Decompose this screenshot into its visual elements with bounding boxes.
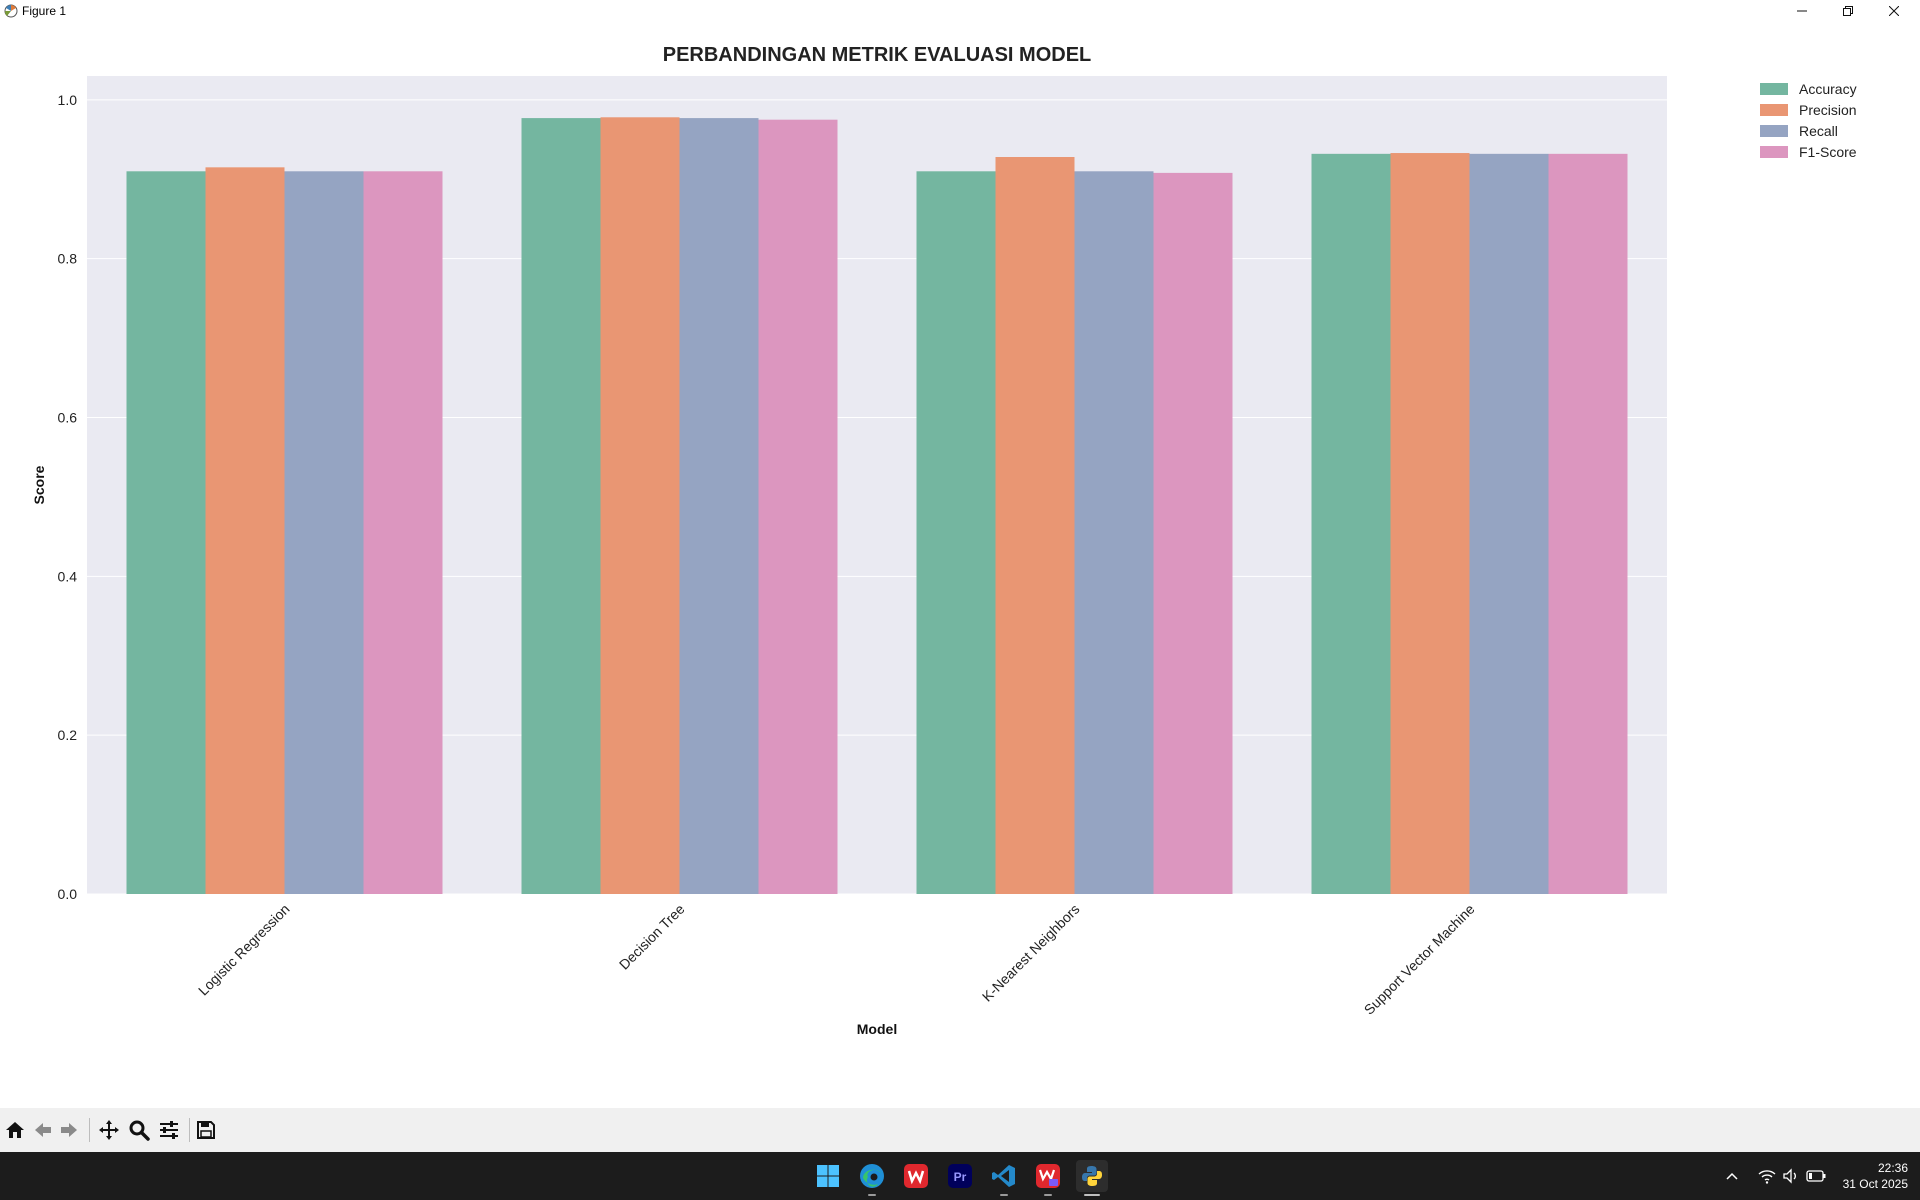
save-icon xyxy=(197,1121,215,1139)
running-indicator xyxy=(868,1194,876,1196)
save-button[interactable] xyxy=(194,1118,218,1142)
legend-label: F1-Score xyxy=(1799,144,1857,160)
taskbar-app-edge[interactable] xyxy=(856,1160,888,1196)
taskbar-app-wps[interactable] xyxy=(900,1160,932,1192)
bar-recall-3 xyxy=(1469,153,1549,895)
wps-pdf-icon xyxy=(1036,1164,1060,1188)
legend-label: Recall xyxy=(1799,123,1838,139)
pan-icon xyxy=(99,1120,119,1140)
legend-label: Precision xyxy=(1799,102,1857,118)
chart-title: PERBANDINGAN METRIK EVALUASI MODEL xyxy=(663,44,1092,66)
clock-date: 31 Oct 2025 xyxy=(1842,1177,1908,1191)
x-tick-label: Logistic Regression xyxy=(195,901,293,999)
zoom-button[interactable] xyxy=(127,1118,151,1142)
bar-accuracy-0 xyxy=(126,171,206,894)
bar-precision-3 xyxy=(1390,153,1470,894)
clock-time: 22:36 xyxy=(1877,1161,1908,1175)
y-tick-label: 1.0 xyxy=(58,92,78,108)
bar-f1-score-3 xyxy=(1548,153,1628,895)
start-button[interactable] xyxy=(812,1160,844,1192)
taskbar-app-wps-pdf[interactable] xyxy=(1032,1160,1064,1196)
toolbar-separator xyxy=(189,1118,190,1142)
legend-swatch xyxy=(1760,125,1788,137)
close-icon xyxy=(1889,6,1899,16)
battery-icon xyxy=(1806,1170,1826,1182)
toolbar-separator xyxy=(89,1118,90,1142)
bar-accuracy-3 xyxy=(1311,153,1391,895)
minimize-icon xyxy=(1797,10,1807,12)
system-tray-status[interactable] xyxy=(1752,1164,1832,1188)
forward-arrow-icon xyxy=(61,1123,77,1137)
back-button[interactable] xyxy=(31,1118,55,1142)
bar-precision-2 xyxy=(995,157,1075,894)
legend-swatch xyxy=(1760,104,1788,116)
bar-f1-score-0 xyxy=(363,171,443,894)
chart-legend: Accuracy Precision Recall F1-Score xyxy=(1760,81,1857,160)
bar-recall-2 xyxy=(1074,171,1154,894)
windows-taskbar: Pr 22:36 31 Oct 2025 xyxy=(0,1152,1920,1200)
python-icon xyxy=(1082,1166,1102,1186)
restore-icon xyxy=(1843,6,1853,16)
wifi-icon xyxy=(1758,1170,1776,1184)
bar-precision-1 xyxy=(600,117,680,894)
legend-label: Accuracy xyxy=(1799,81,1857,97)
y-tick-label: 0.6 xyxy=(58,409,78,425)
back-arrow-icon xyxy=(35,1123,51,1137)
volume-icon xyxy=(1783,1168,1796,1184)
configure-subplots-icon xyxy=(160,1121,178,1139)
vscode-icon xyxy=(992,1165,1015,1187)
taskbar-clock[interactable]: 22:36 31 Oct 2025 xyxy=(1818,1160,1908,1192)
close-button[interactable] xyxy=(1872,0,1916,22)
bar-accuracy-2 xyxy=(916,171,996,894)
bar-recall-0 xyxy=(284,171,364,894)
window-title: Figure 1 xyxy=(22,4,67,18)
edge-icon xyxy=(860,1164,884,1188)
legend-swatch xyxy=(1760,83,1788,95)
y-tick-label: 0.4 xyxy=(58,568,78,584)
premiere-pro-icon: Pr xyxy=(948,1164,972,1188)
show-hidden-icons-button[interactable] xyxy=(1720,1164,1744,1188)
wps-office-icon xyxy=(904,1164,928,1188)
y-axis-label: Score xyxy=(31,465,47,504)
home-icon xyxy=(6,1122,24,1138)
bar-chart: 0.0 0.2 0.4 0.6 0.8 1.0 Logistic Regression De… xyxy=(31,44,1857,1037)
running-indicator xyxy=(1044,1194,1052,1196)
svg-text:Pr: Pr xyxy=(954,1170,967,1184)
bar-accuracy-1 xyxy=(521,118,601,895)
running-indicator xyxy=(1000,1194,1008,1196)
y-tick-label: 0.0 xyxy=(58,886,78,902)
windows-start-icon xyxy=(817,1165,839,1187)
home-button[interactable] xyxy=(3,1118,27,1142)
bar-precision-0 xyxy=(205,167,285,895)
active-indicator xyxy=(1084,1194,1100,1196)
chevron-up-icon xyxy=(1726,1172,1738,1180)
taskbar-app-premiere[interactable]: Pr xyxy=(944,1160,976,1192)
legend-swatch xyxy=(1760,146,1788,158)
bar-f1-score-2 xyxy=(1153,172,1233,895)
matplotlib-app-icon xyxy=(4,4,18,18)
y-tick-label: 0.8 xyxy=(58,251,78,267)
taskbar-app-python[interactable] xyxy=(1076,1160,1108,1196)
navigation-toolbar xyxy=(0,1108,1920,1152)
minimize-button[interactable] xyxy=(1780,0,1824,22)
forward-button[interactable] xyxy=(57,1118,81,1142)
pan-button[interactable] xyxy=(97,1118,121,1142)
x-tick-label: Support Vector Machine xyxy=(1361,901,1478,1018)
taskbar-app-vscode[interactable] xyxy=(988,1160,1020,1196)
x-tick-label: K-Nearest Neighbors xyxy=(979,901,1083,1005)
figure-canvas[interactable]: 0.0 0.2 0.4 0.6 0.8 1.0 Logistic Regression De… xyxy=(0,23,1920,1108)
restore-button[interactable] xyxy=(1826,0,1870,22)
configure-subplots-button[interactable] xyxy=(157,1118,181,1142)
zoom-icon xyxy=(129,1120,150,1141)
bar-f1-score-1 xyxy=(758,119,838,894)
window-titlebar: Figure 1 xyxy=(0,0,1920,23)
y-tick-label: 0.2 xyxy=(58,727,78,743)
bar-recall-1 xyxy=(679,118,759,895)
x-tick-label: Decision Tree xyxy=(616,901,688,973)
x-axis-label: Model xyxy=(857,1021,897,1037)
